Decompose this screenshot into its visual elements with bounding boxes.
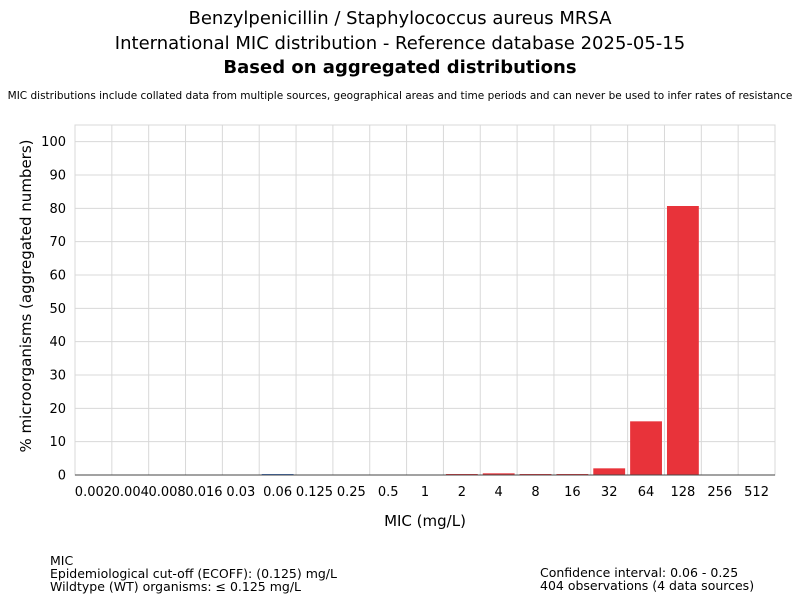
y-tick-label: 100 [41, 135, 66, 150]
x-tick-label: 0.002 [75, 485, 112, 500]
y-tick-label: 10 [49, 435, 66, 450]
x-tick-label: 0.004 [112, 485, 149, 500]
x-tick-label: 0.25 [337, 485, 366, 500]
x-tick-label: 64 [638, 485, 655, 500]
y-tick-label: 80 [49, 202, 66, 217]
y-axis-title: % microorganisms (aggregated numbers) [17, 139, 35, 452]
x-tick-label: 16 [564, 485, 581, 500]
footer-confidence-interval: Confidence interval: 0.06 - 0.25 [540, 565, 739, 580]
chart-title-line1: Benzylpenicillin / Staphylococcus aureus… [188, 8, 612, 29]
footer-ecoff-info: MIC Epidemiological cut-off (ECOFF): (0.… [50, 554, 337, 593]
bar-64 [630, 421, 662, 475]
y-tick-label: 50 [49, 302, 66, 317]
y-tick-label: 90 [49, 169, 66, 184]
y-tick-label: 30 [49, 369, 66, 384]
x-tick-label: 0.5 [378, 485, 399, 500]
disclaimer-note: MIC distributions include collated data … [7, 90, 793, 102]
y-tick-label: 0 [58, 469, 66, 484]
x-tick-label: 0.016 [185, 485, 222, 500]
x-tick-label: 4 [495, 485, 503, 500]
footer-ecoff: Epidemiological cut-off (ECOFF): (0.125)… [50, 566, 337, 581]
bar-32 [593, 468, 626, 475]
x-tick-label: 0.125 [296, 485, 333, 500]
x-tick-label: 256 [707, 485, 732, 500]
y-tick-label: 60 [49, 269, 66, 284]
y-tick-label: 70 [49, 235, 66, 250]
bar-128 [666, 206, 699, 475]
footer-observations: 404 observations (4 data sources) [540, 578, 755, 593]
x-tick-label: 1 [421, 485, 429, 500]
chart-title-line3: Based on aggregated distributions [223, 57, 577, 78]
x-tick-label: 0.06 [263, 485, 292, 500]
x-tick-label: 2 [458, 485, 466, 500]
y-tick-label: 20 [49, 402, 66, 417]
footer-wildtype: Wildtype (WT) organisms: ≤ 0.125 mg/L [50, 579, 302, 594]
x-tick-label: 128 [670, 485, 695, 500]
x-tick-label: 0.008 [148, 485, 185, 500]
footer-mic-label: MIC [50, 553, 74, 568]
y-tick-label: 40 [49, 335, 66, 350]
bar-4 [482, 473, 515, 475]
x-tick-label: 32 [601, 485, 618, 500]
footer-stats: Confidence interval: 0.06 - 0.25 404 obs… [540, 566, 754, 592]
x-axis-title: MIC (mg/L) [384, 512, 466, 530]
x-tick-label: 8 [531, 485, 539, 500]
x-tick-label: 512 [744, 485, 769, 500]
x-tick-label: 0.03 [226, 485, 255, 500]
chart-title-line2: International MIC distribution - Referen… [114, 33, 686, 54]
